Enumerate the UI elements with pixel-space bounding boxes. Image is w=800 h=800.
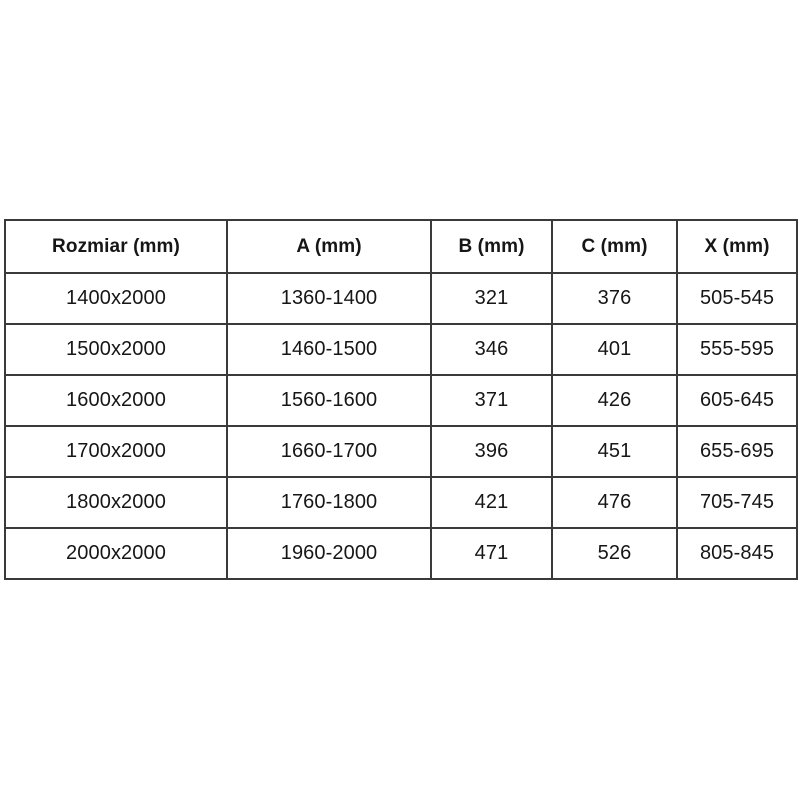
cell-size: 1700x2000: [4, 425, 228, 478]
cell-b: 371: [430, 374, 553, 427]
cell-c: 401: [551, 323, 678, 376]
dimensions-table: Rozmiar (mm) A (mm) B (mm) C (mm) X (mm)…: [4, 219, 798, 580]
column-header-a: A (mm): [226, 219, 432, 274]
cell-size: 2000x2000: [4, 527, 228, 580]
cell-x: 805-845: [676, 527, 798, 580]
column-header-x: X (mm): [676, 219, 798, 274]
cell-size: 1400x2000: [4, 272, 228, 325]
cell-size: 1500x2000: [4, 323, 228, 376]
column-header-size: Rozmiar (mm): [4, 219, 228, 274]
cell-a: 1660-1700: [226, 425, 432, 478]
cell-x: 655-695: [676, 425, 798, 478]
cell-a: 1560-1600: [226, 374, 432, 427]
cell-b: 321: [430, 272, 553, 325]
cell-x: 605-645: [676, 374, 798, 427]
cell-a: 1360-1400: [226, 272, 432, 325]
table-header-row: Rozmiar (mm) A (mm) B (mm) C (mm) X (mm): [4, 219, 798, 274]
cell-c: 526: [551, 527, 678, 580]
column-header-c: C (mm): [551, 219, 678, 274]
cell-c: 451: [551, 425, 678, 478]
cell-a: 1960-2000: [226, 527, 432, 580]
cell-x: 555-595: [676, 323, 798, 376]
cell-size: 1800x2000: [4, 476, 228, 529]
cell-c: 426: [551, 374, 678, 427]
cell-b: 346: [430, 323, 553, 376]
cell-x: 505-545: [676, 272, 798, 325]
table-row: 1700x2000 1660-1700 396 451 655-695: [4, 425, 798, 478]
dimensions-table-container: Rozmiar (mm) A (mm) B (mm) C (mm) X (mm)…: [4, 219, 798, 580]
column-header-b: B (mm): [430, 219, 553, 274]
table-row: 1800x2000 1760-1800 421 476 705-745: [4, 476, 798, 529]
cell-c: 476: [551, 476, 678, 529]
cell-size: 1600x2000: [4, 374, 228, 427]
cell-a: 1460-1500: [226, 323, 432, 376]
cell-b: 471: [430, 527, 553, 580]
table-row: 2000x2000 1960-2000 471 526 805-845: [4, 527, 798, 580]
table-row: 1600x2000 1560-1600 371 426 605-645: [4, 374, 798, 427]
cell-a: 1760-1800: [226, 476, 432, 529]
table-body: 1400x2000 1360-1400 321 376 505-545 1500…: [4, 272, 798, 580]
table-row: 1500x2000 1460-1500 346 401 555-595: [4, 323, 798, 376]
cell-b: 421: [430, 476, 553, 529]
cell-c: 376: [551, 272, 678, 325]
cell-x: 705-745: [676, 476, 798, 529]
table-header: Rozmiar (mm) A (mm) B (mm) C (mm) X (mm): [4, 219, 798, 274]
table-row: 1400x2000 1360-1400 321 376 505-545: [4, 272, 798, 325]
cell-b: 396: [430, 425, 553, 478]
